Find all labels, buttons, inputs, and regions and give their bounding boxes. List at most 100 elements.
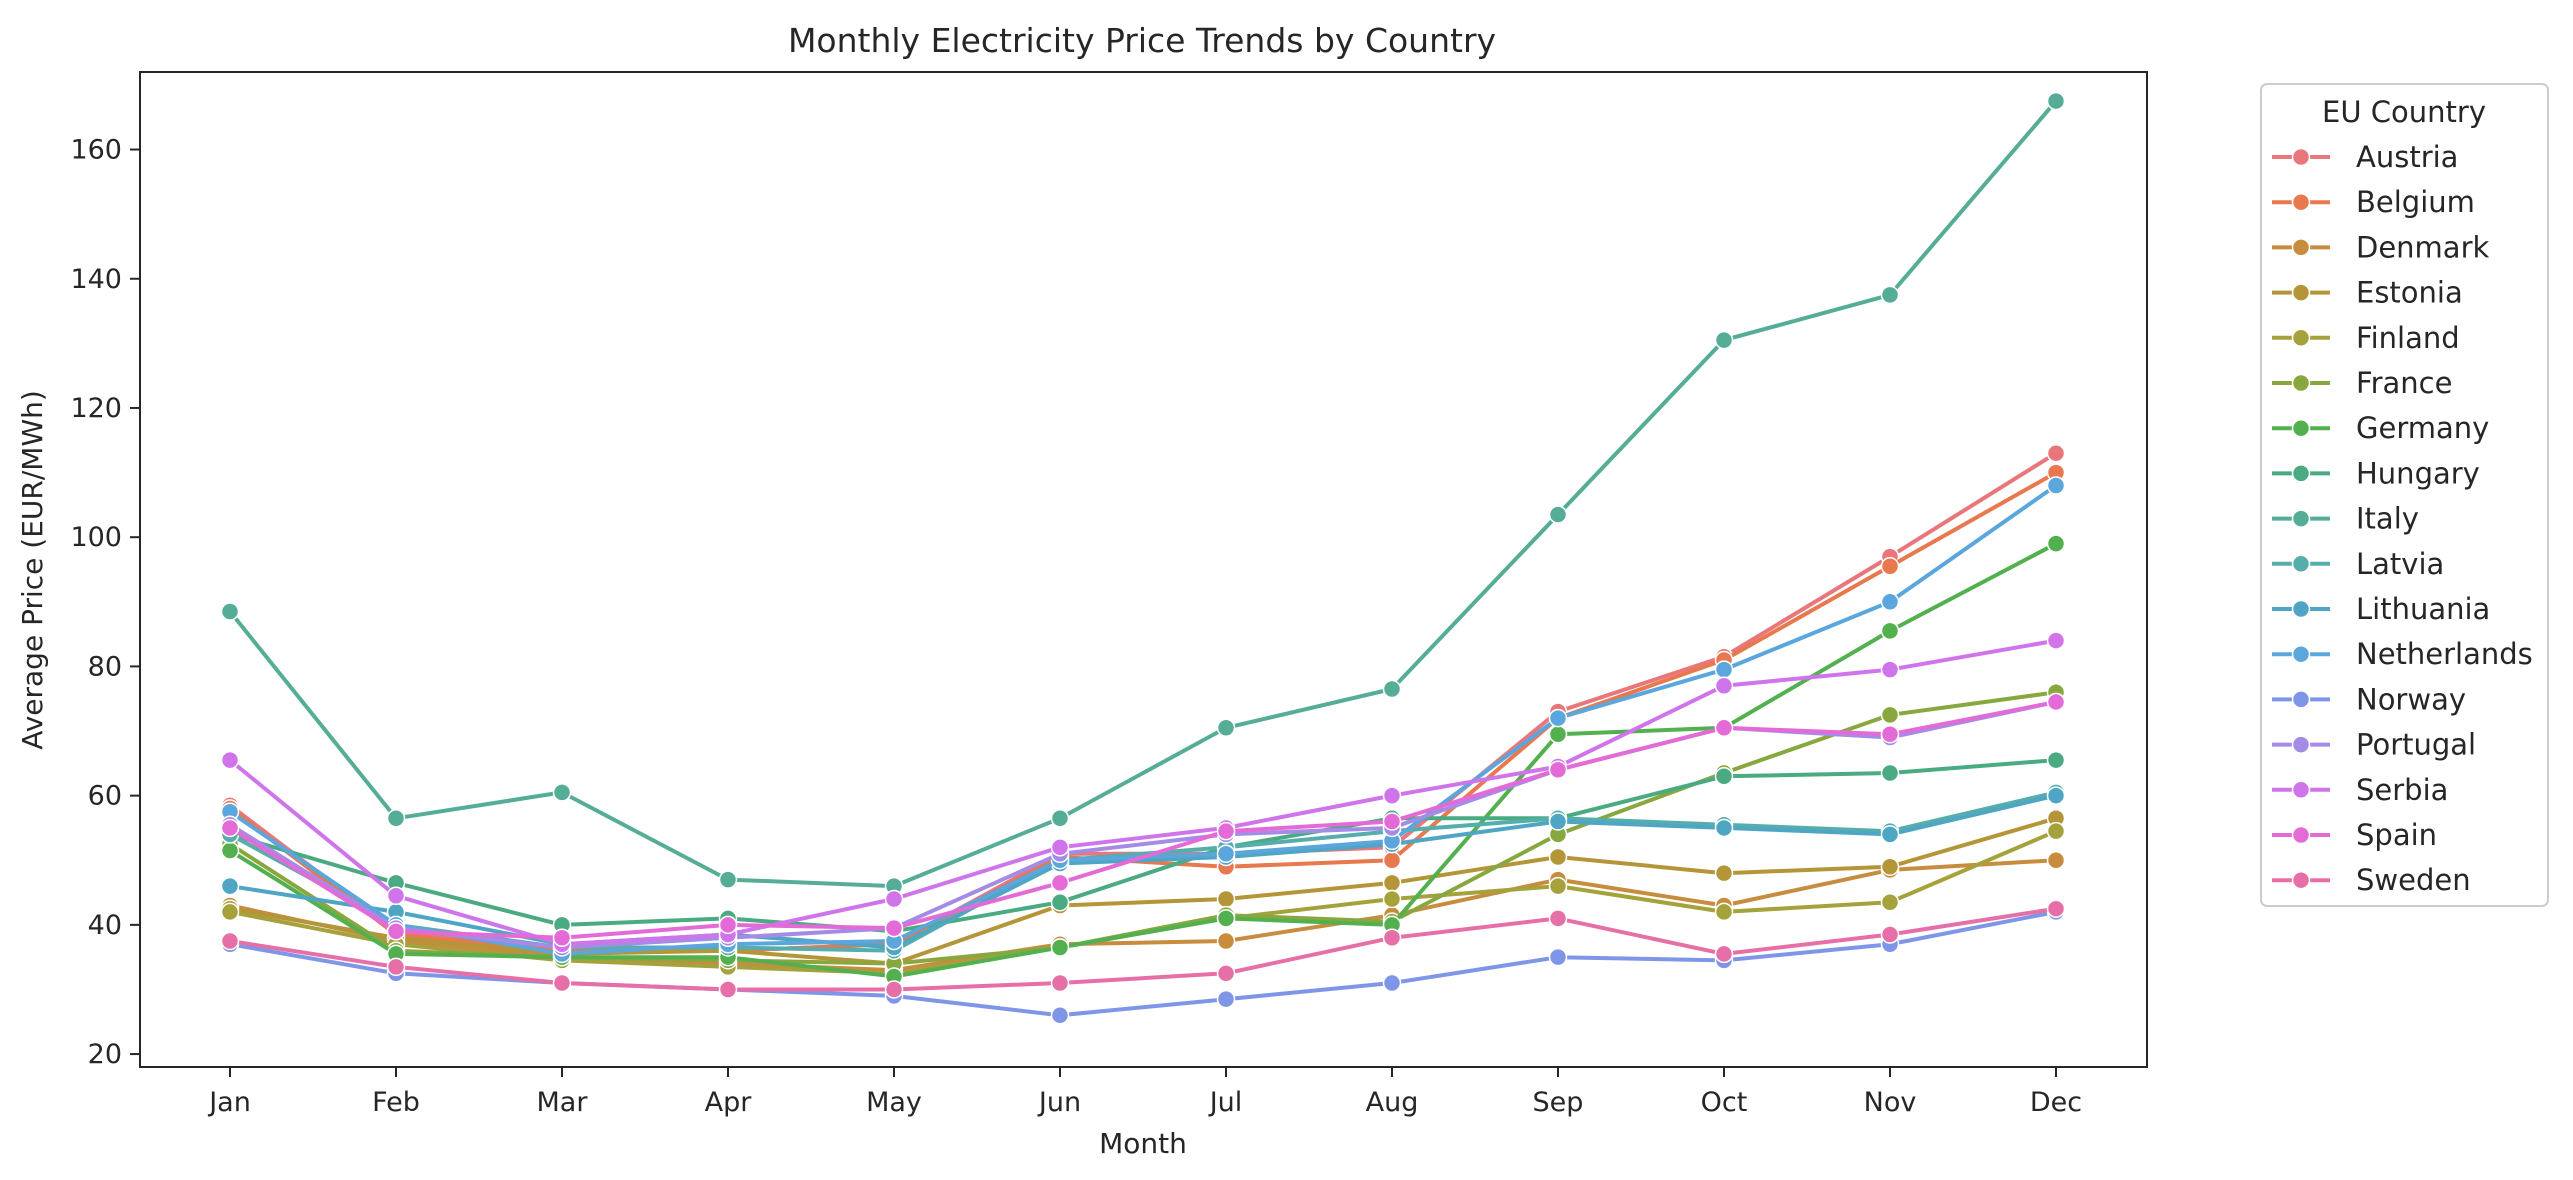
data-point-sweden xyxy=(220,931,240,951)
data-point-estonia xyxy=(1880,857,1900,876)
data-point-sweden xyxy=(884,980,904,999)
data-point-spain xyxy=(2046,692,2066,712)
legend-label: Norway xyxy=(2356,682,2466,716)
legend-frame xyxy=(2260,83,2549,907)
data-point-spain xyxy=(1216,821,1236,841)
x-tick-label: Jun xyxy=(1037,1087,1081,1118)
legend-label: France xyxy=(2356,366,2452,400)
data-point-netherlands xyxy=(1548,708,1568,728)
legend-marker xyxy=(2291,283,2311,302)
data-point-sweden xyxy=(1714,944,1734,964)
data-point-spain xyxy=(718,915,738,935)
data-point-norway xyxy=(1216,989,1236,1009)
data-point-italy xyxy=(1050,809,1070,828)
legend-label: Hungary xyxy=(2356,456,2480,490)
legend-item-netherlands: Netherlands xyxy=(2272,637,2533,671)
series-sweden xyxy=(220,899,2066,999)
y-axis: 20 40 60 80 100 120 140 160 xyxy=(70,135,140,1070)
series-line-estonia xyxy=(229,816,2057,966)
data-point-hungary xyxy=(1714,767,1734,786)
data-point-lithuania xyxy=(1548,812,1568,831)
legend-marker xyxy=(2291,599,2311,619)
legend-item-belgium: Belgium xyxy=(2272,185,2475,219)
data-point-finland xyxy=(1714,902,1734,922)
x-axis: Jan Feb Mar Apr May Jun Jul Aug Sep Oct Nov Dec xyxy=(207,1067,2082,1118)
data-point-denmark xyxy=(2046,850,2066,870)
legend-marker xyxy=(2291,735,2311,754)
plot-frame xyxy=(139,71,2148,1068)
data-point-france xyxy=(1880,705,1900,725)
data-point-hungary xyxy=(1050,892,1070,912)
legend-item-sweden: Sweden xyxy=(2272,863,2471,897)
data-point-norway xyxy=(1548,947,1568,967)
x-axis-label: Month xyxy=(1099,1127,1187,1160)
data-point-spain xyxy=(1050,873,1070,893)
legend-marker xyxy=(2291,464,2311,483)
data-point-finland xyxy=(1880,892,1900,912)
data-point-netherlands xyxy=(1714,660,1734,679)
data-point-serbia xyxy=(1880,660,1900,679)
x-tick-label: Jul xyxy=(1208,1087,1243,1118)
data-point-spain xyxy=(1382,812,1402,831)
data-point-norway xyxy=(1050,1006,1070,1025)
data-point-italy xyxy=(552,783,572,802)
data-point-denmark xyxy=(1216,931,1236,951)
series-portugal xyxy=(220,692,2066,957)
data-point-lithuania xyxy=(220,876,240,896)
x-tick-label: Oct xyxy=(1701,1087,1748,1118)
plot-marks xyxy=(220,91,2066,1025)
x-tick-label: May xyxy=(866,1087,922,1118)
legend-label: Lithuania xyxy=(2356,592,2490,626)
legend-item-serbia: Serbia xyxy=(2272,773,2448,807)
data-point-serbia xyxy=(1382,786,1402,805)
legend-item-italy: Italy xyxy=(2272,502,2419,536)
y-tick-label: 120 xyxy=(70,393,122,424)
data-point-lithuania xyxy=(2046,786,2066,805)
data-point-lithuania xyxy=(1714,818,1734,838)
data-point-hungary xyxy=(2046,750,2066,770)
legend-item-portugal: Portugal xyxy=(2272,728,2476,762)
legend-label: Latvia xyxy=(2356,547,2444,581)
data-point-finland xyxy=(1382,889,1402,909)
legend-label: Austria xyxy=(2356,140,2458,174)
legend-marker xyxy=(2291,825,2311,845)
data-point-estonia xyxy=(1382,873,1402,893)
legend-marker xyxy=(2291,147,2311,167)
data-point-spain xyxy=(884,918,904,938)
legend-item-norway: Norway xyxy=(2272,682,2466,716)
data-point-finland xyxy=(2046,821,2066,841)
x-tick-label: Aug xyxy=(1366,1087,1419,1118)
data-point-netherlands xyxy=(1216,844,1236,864)
y-tick-label: 100 xyxy=(70,522,122,553)
data-point-norway xyxy=(1382,973,1402,993)
series-norway xyxy=(220,902,2066,1025)
series-line-netherlands xyxy=(228,483,2058,956)
x-tick-label: Apr xyxy=(705,1087,753,1118)
data-point-sweden xyxy=(718,980,738,999)
series-netherlands xyxy=(220,476,2066,964)
legend-item-estonia: Estonia xyxy=(2272,276,2463,310)
legend-label: Spain xyxy=(2356,818,2437,852)
legend-label: Netherlands xyxy=(2356,637,2533,671)
data-point-italy xyxy=(386,809,406,828)
legend-label: Denmark xyxy=(2356,230,2489,264)
legend-marker xyxy=(2291,328,2311,348)
data-point-serbia xyxy=(884,889,904,909)
data-point-spain xyxy=(1548,760,1568,780)
series-serbia xyxy=(220,631,2066,954)
x-tick-label: Nov xyxy=(1864,1087,1917,1118)
legend-label: Belgium xyxy=(2356,185,2475,219)
data-point-italy xyxy=(718,870,738,889)
data-point-belgium xyxy=(1880,557,1900,576)
data-point-finland xyxy=(220,902,240,922)
legend-item-spain: Spain xyxy=(2272,818,2437,852)
y-tick-label: 160 xyxy=(70,135,122,166)
data-point-italy xyxy=(1714,330,1734,350)
legend-marker xyxy=(2291,509,2311,528)
legend-item-latvia: Latvia xyxy=(2272,547,2444,581)
data-point-italy xyxy=(1216,718,1236,738)
data-point-spain xyxy=(386,922,406,941)
data-point-spain xyxy=(220,818,240,838)
legend-item-germany: Germany xyxy=(2272,411,2489,445)
data-point-sweden xyxy=(386,957,406,977)
